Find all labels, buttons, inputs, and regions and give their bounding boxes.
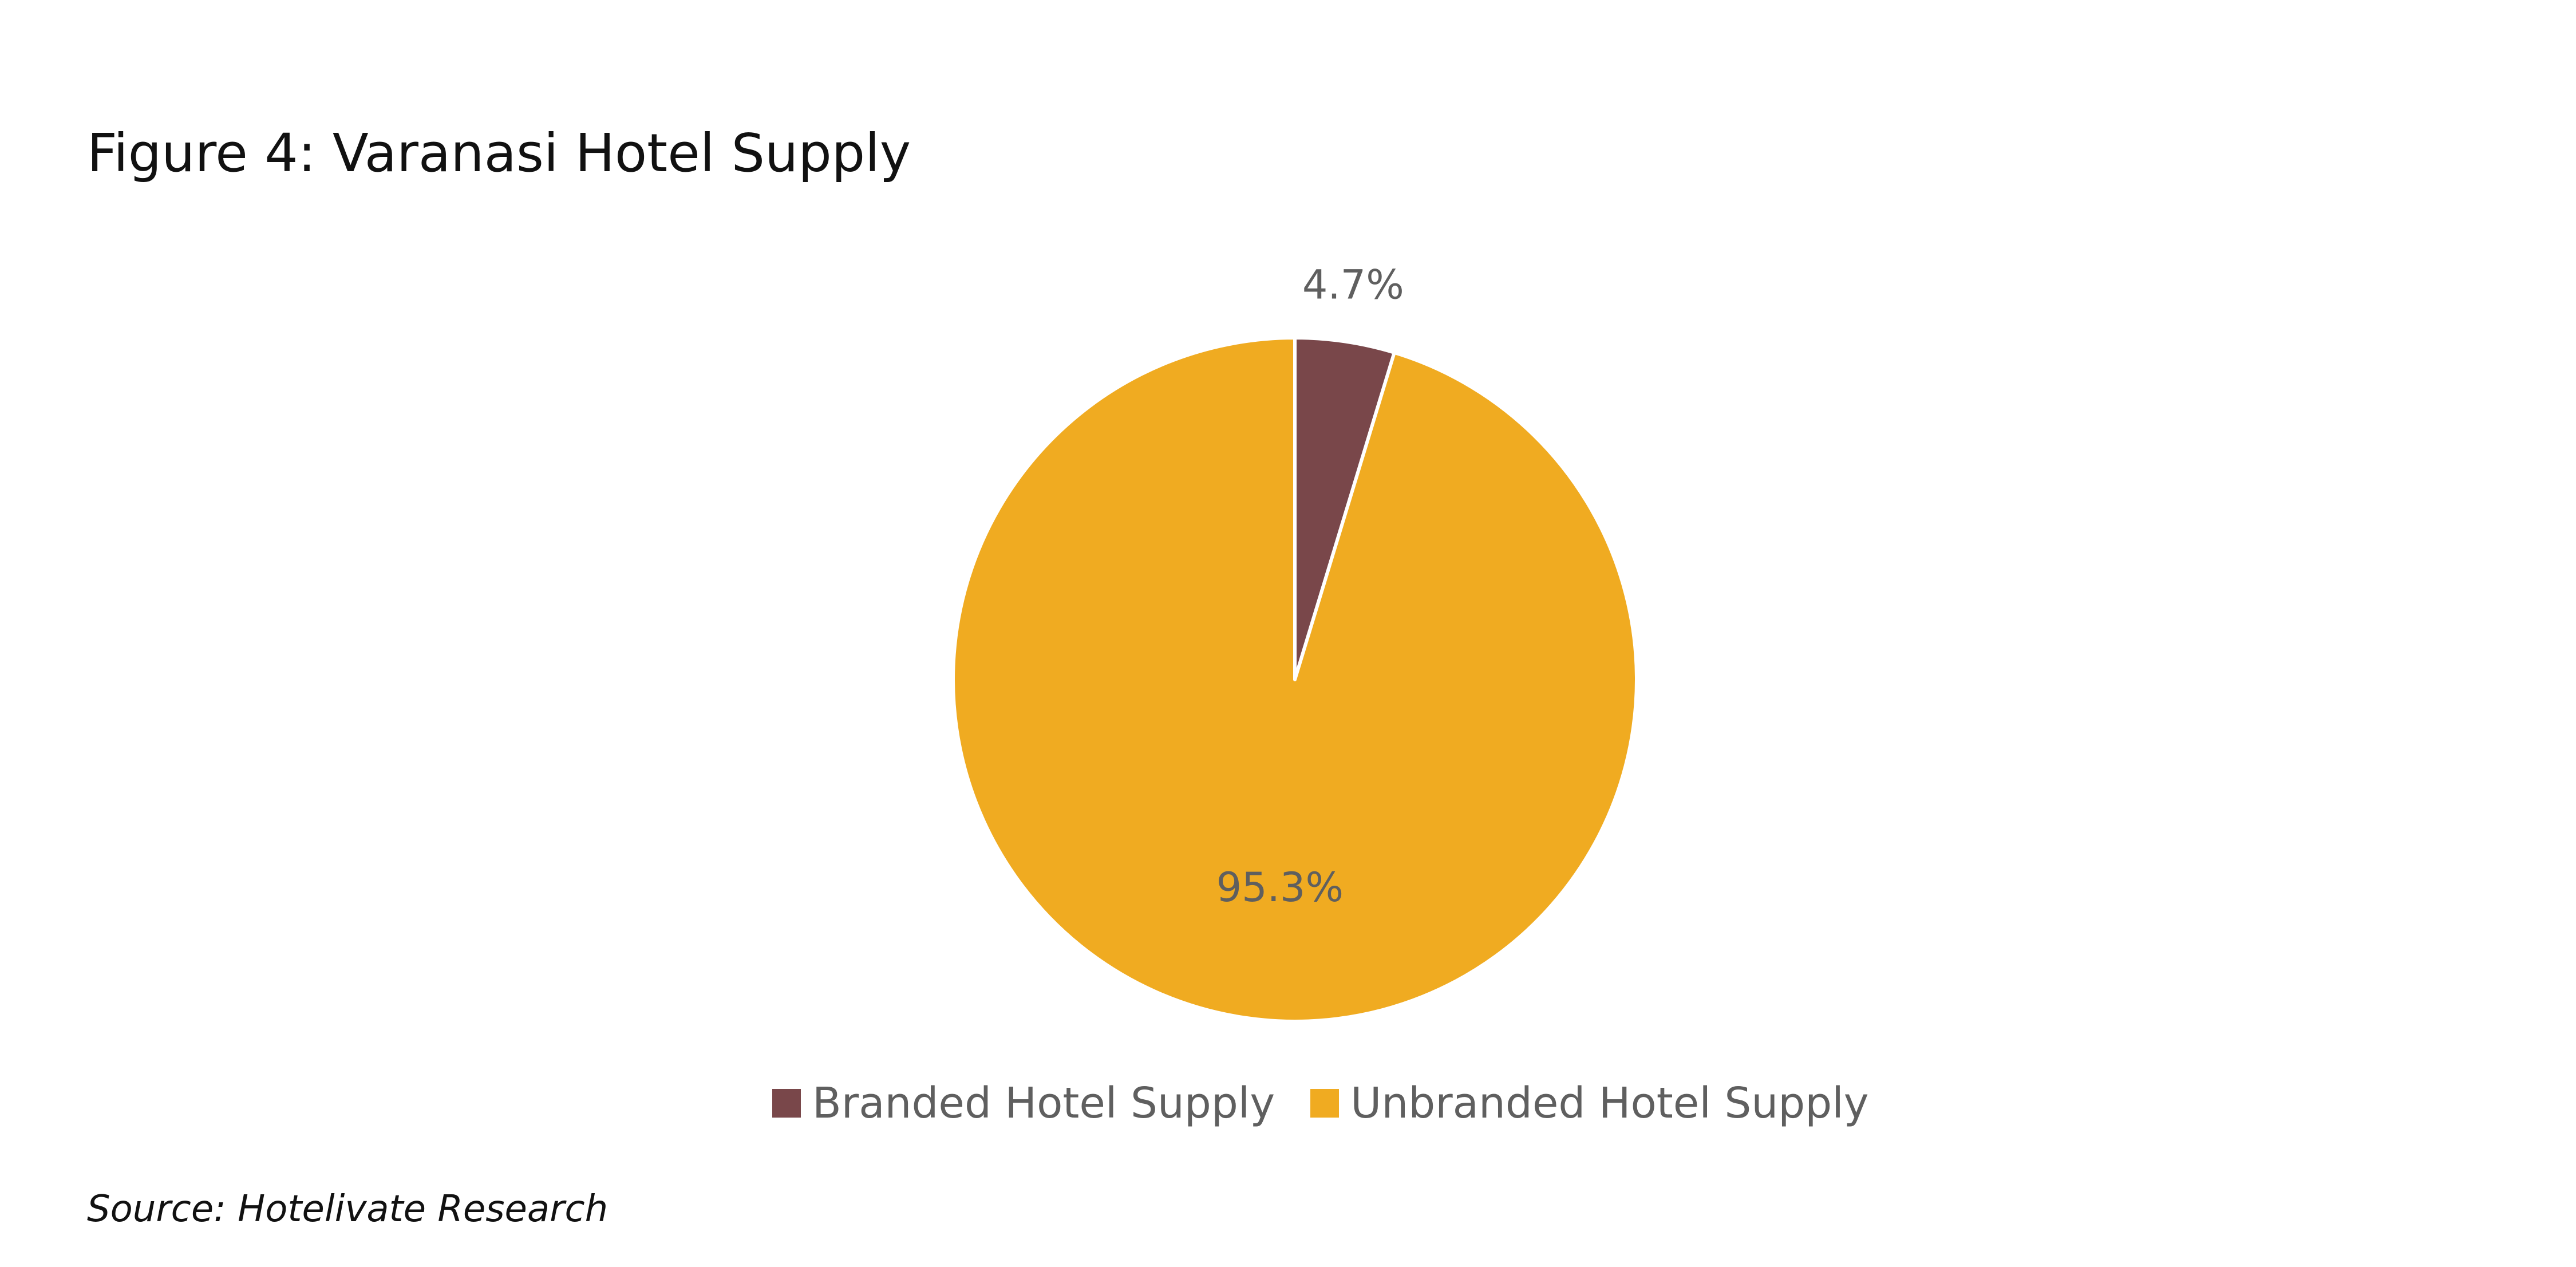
legend-label-branded: Branded Hotel Supply: [812, 1079, 1275, 1128]
data-label-unbranded: 95.3%: [1216, 864, 1344, 911]
legend-item-unbranded: Unbranded Hotel Supply: [1310, 1079, 1869, 1128]
chart-legend: Branded Hotel Supply Unbranded Hotel Sup…: [772, 1082, 1905, 1124]
legend-swatch-unbranded: [1310, 1089, 1340, 1118]
source-note: Source: Hotelivate Research: [87, 1188, 609, 1230]
legend-label-unbranded: Unbranded Hotel Supply: [1350, 1079, 1869, 1128]
data-label-branded: 4.7%: [1302, 262, 1404, 309]
pie-data-labels: 4.7% 95.3%: [1216, 262, 1404, 911]
pie-slice-unbranded: [951, 336, 1638, 1023]
legend-swatch-branded: [772, 1089, 801, 1118]
chart-title: Figure 4: Varanasi Hotel Supply: [87, 123, 911, 184]
legend-item-branded: Branded Hotel Supply: [772, 1082, 1275, 1124]
pie-slices: [951, 336, 1638, 1023]
